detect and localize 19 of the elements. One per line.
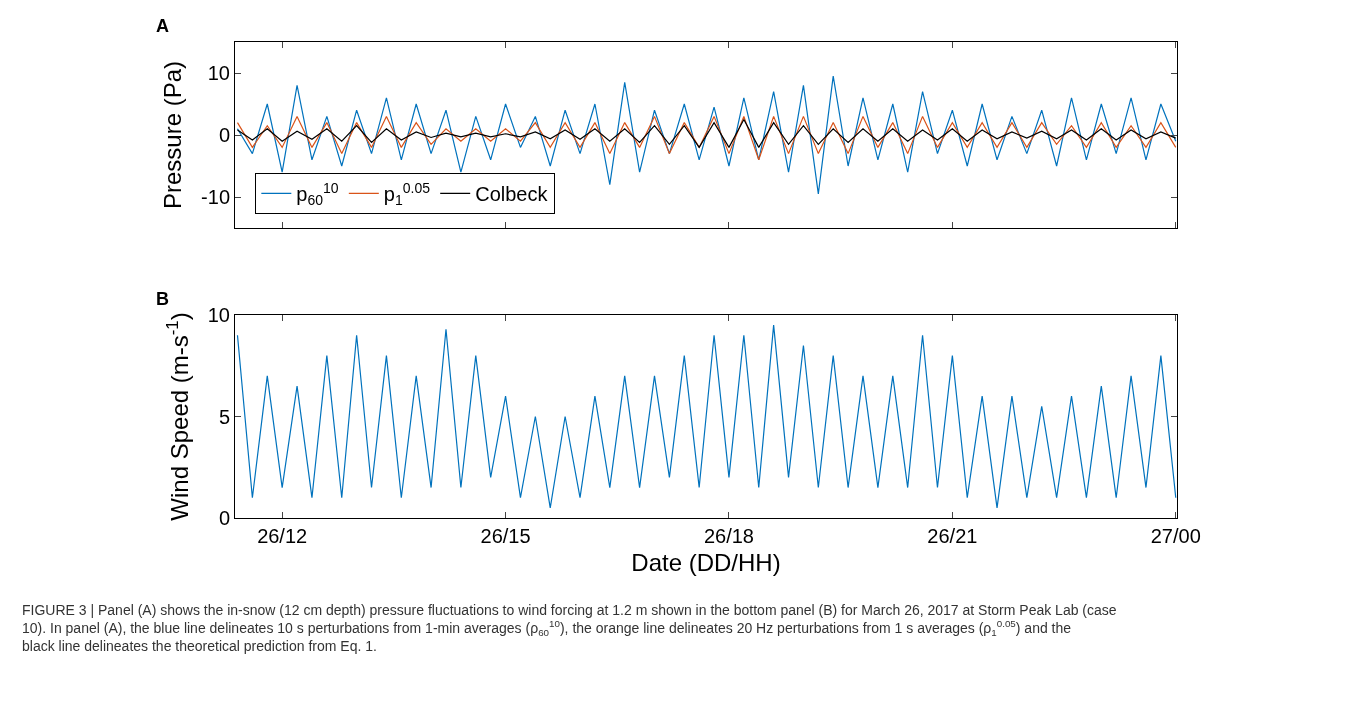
x-tick-label: 26/12 xyxy=(257,525,308,547)
legend-label: Colbeck xyxy=(475,183,549,206)
x-tick-label: 26/18 xyxy=(703,525,754,547)
y-tick-label: 0 xyxy=(218,507,230,529)
x-tick-label: 26/15 xyxy=(480,525,531,547)
y-tick-label: 0 xyxy=(218,124,230,146)
line-series xyxy=(236,324,1177,509)
x-tick-label: 27/00 xyxy=(1150,525,1201,547)
y-tick-label: 10 xyxy=(207,304,230,326)
chart-title: A xyxy=(156,16,169,36)
y-tick-label: 5 xyxy=(218,405,230,428)
x-tick-label: 26/21 xyxy=(927,525,978,547)
chart-title: B xyxy=(156,289,169,309)
y-tick-label: -10 xyxy=(201,186,230,208)
line-series xyxy=(236,115,1177,161)
y-tick-label: 10 xyxy=(207,62,230,84)
y-axis-title: Pressure (Pa) xyxy=(159,60,187,210)
x-axis-title: Date (DD/HH) xyxy=(631,549,781,577)
text: FIGURE 3 | Panel (A) shows the in-snow (12 cm depth) pressure fluctuations to wind forcing at 1.2 m shown in the bottom panel (B) for March 26, 2017 at Storm Peak Lab (case 10). In panel (A), the blue line delineates 10 s perturbations from 1-min averages (ρ$_{60}$$^{10}$), the orange line delineates 20 Hz perturbations from 1 s averages (ρ$_{1}$$^{0.05}$) and the black line delineates the theoretical prediction from Eq. 1. xyxy=(22,602,1117,655)
